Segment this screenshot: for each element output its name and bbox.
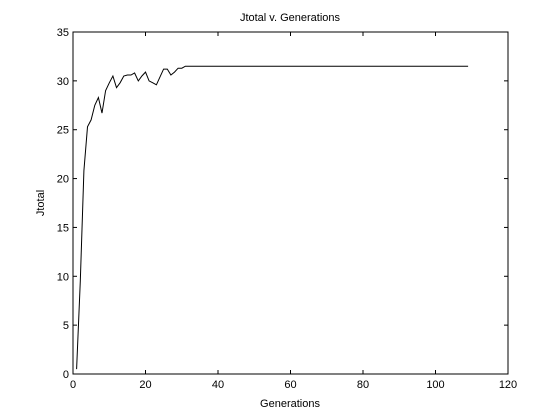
x-axis-ticks: 0 20 40 60 80 100 120 (70, 32, 517, 391)
x-tick-label: 60 (284, 379, 296, 391)
chart-title: Jtotal v. Generations (240, 12, 341, 24)
y-tick-label: 5 (63, 320, 69, 332)
y-axis-label: Jtotal (35, 190, 47, 216)
y-tick-label: 20 (57, 174, 69, 186)
x-tick-label: 0 (70, 379, 76, 391)
x-tick-label: 120 (499, 379, 517, 391)
x-axis-label: Generations (260, 398, 320, 410)
y-axis-ticks: 0 5 10 15 20 25 30 35 (57, 27, 508, 381)
y-tick-label: 0 (63, 369, 69, 381)
y-tick-label: 30 (57, 76, 69, 88)
y-tick-label: 25 (57, 125, 69, 137)
y-tick-label: 10 (57, 271, 69, 283)
x-tick-label: 100 (426, 379, 444, 391)
series-line-jtotal (76, 65, 469, 370)
x-tick-label: 40 (212, 379, 224, 391)
y-tick-label: 15 (57, 222, 69, 234)
x-tick-label: 20 (139, 379, 151, 391)
plot-area (72, 31, 509, 375)
y-tick-label: 35 (57, 27, 69, 39)
x-tick-label: 80 (357, 379, 369, 391)
